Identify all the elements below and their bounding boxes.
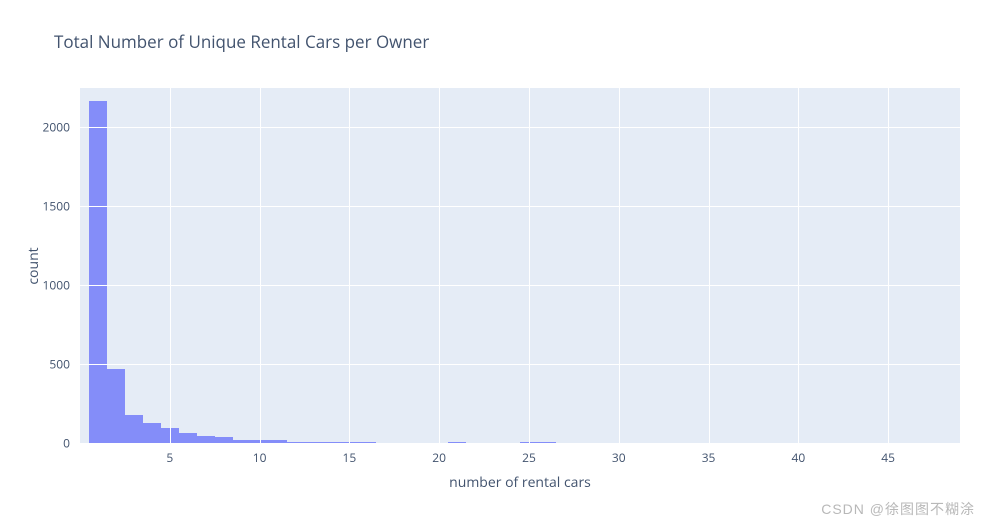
gridline-vertical: [260, 88, 261, 443]
histogram-bar[interactable]: [89, 101, 107, 443]
x-axis-label: number of rental cars: [449, 473, 591, 492]
histogram-bar[interactable]: [107, 369, 125, 443]
gridline-vertical: [439, 88, 440, 443]
y-tick-label: 500: [0, 356, 70, 373]
x-tick-label: 25: [522, 449, 536, 466]
histogram-bar[interactable]: [179, 433, 197, 443]
chart-container: Total Number of Unique Rental Cars per O…: [0, 0, 985, 525]
y-tick-label: 1500: [0, 198, 70, 215]
gridline-vertical: [888, 88, 889, 443]
gridline-vertical: [798, 88, 799, 443]
x-tick-label: 15: [343, 449, 357, 466]
x-tick-label: 5: [166, 449, 173, 466]
gridline-horizontal: [80, 127, 960, 128]
x-tick-label: 10: [253, 449, 267, 466]
chart-title: Total Number of Unique Rental Cars per O…: [54, 30, 429, 53]
gridline-vertical: [619, 88, 620, 443]
x-tick-label: 20: [432, 449, 446, 466]
gridline-horizontal: [80, 443, 960, 444]
histogram-bar[interactable]: [197, 436, 215, 443]
gridline-vertical: [709, 88, 710, 443]
gridline-vertical: [529, 88, 530, 443]
y-tick-label: 1000: [0, 277, 70, 294]
histogram-bar[interactable]: [143, 423, 161, 444]
gridline-horizontal: [80, 285, 960, 286]
bars-layer: [80, 88, 960, 443]
x-tick-label: 40: [791, 449, 805, 466]
x-tick-label: 45: [881, 449, 895, 466]
y-tick-label: 0: [0, 435, 70, 452]
gridline-vertical: [170, 88, 171, 443]
gridline-horizontal: [80, 364, 960, 365]
histogram-bar[interactable]: [125, 415, 143, 443]
x-tick-label: 35: [702, 449, 716, 466]
x-tick-label: 30: [612, 449, 626, 466]
watermark: CSDN @徐图图不糊涂: [821, 499, 975, 519]
y-tick-label: 2000: [0, 119, 70, 136]
gridline-horizontal: [80, 206, 960, 207]
gridline-vertical: [349, 88, 350, 443]
